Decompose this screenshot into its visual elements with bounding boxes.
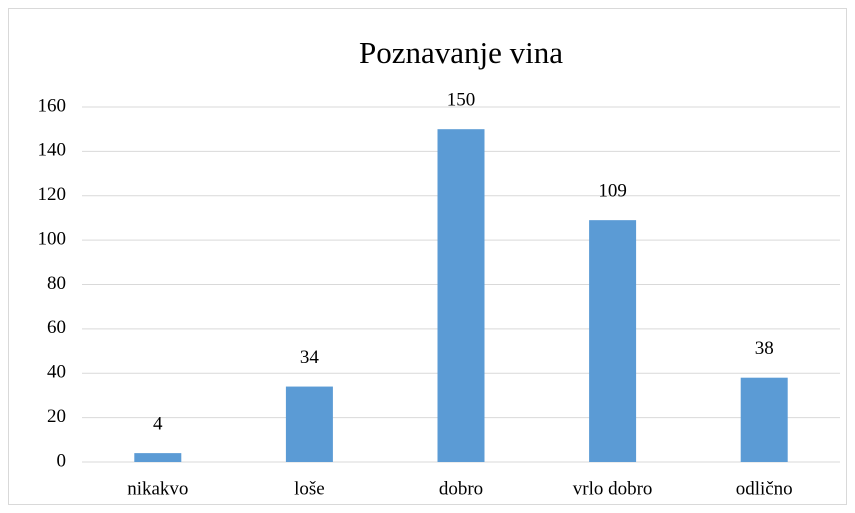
y-tick-label: 60 [47,317,66,338]
chart-title: Poznavanje vina [359,35,563,70]
x-tick-label: nikakvo [127,478,188,499]
x-tick-label: loše [294,478,325,499]
y-tick-label: 140 [38,140,67,161]
data-label: 38 [755,338,774,359]
data-label: 109 [598,181,627,202]
bar [437,129,485,462]
chart-border [8,8,847,505]
data-label: 150 [447,90,476,111]
x-tick-label: odlično [736,478,793,499]
y-tick-label: 80 [47,273,66,294]
data-label: 34 [300,347,320,368]
y-tick-label: 20 [47,406,66,427]
x-tick-label: vrlo dobro [573,478,653,499]
bar [134,453,182,462]
bar [589,220,637,462]
y-tick-label: 100 [38,228,67,249]
bar [285,386,333,462]
x-tick-label: dobro [439,478,483,499]
y-tick-label: 0 [57,450,67,471]
bar [740,377,788,462]
data-label: 4 [153,413,163,434]
y-tick-label: 160 [38,95,67,116]
y-tick-label: 120 [38,184,67,205]
y-tick-label: 40 [47,362,66,383]
